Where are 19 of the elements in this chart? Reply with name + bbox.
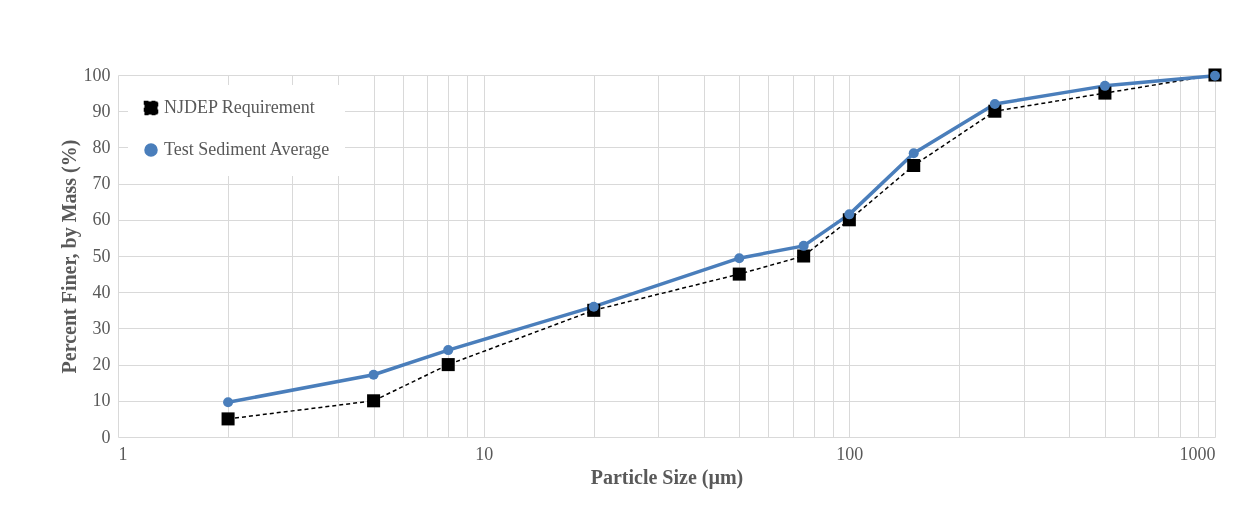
y-tick-label: 50 (92, 245, 111, 266)
x-tick-label: 1 (118, 443, 128, 464)
y-tick-label: 90 (92, 100, 111, 121)
y-tick-label: 10 (92, 390, 111, 411)
x-tick-label: 10 (475, 443, 494, 464)
y-tick-label: 0 (101, 426, 111, 447)
y-tick-label: 30 (92, 317, 111, 338)
x-tick-label: 100 (836, 443, 864, 464)
y-tick-label: 70 (92, 173, 111, 194)
y-tick-label: 40 (92, 281, 111, 302)
y-tick-label: 60 (92, 209, 111, 230)
y-tick-label: 100 (83, 64, 111, 85)
legend-label: NJDEP Requirement (164, 97, 315, 117)
x-tick-label: 1000 (1179, 443, 1216, 464)
legend-label: Test Sediment Average (164, 139, 330, 159)
y-tick-label: 80 (92, 136, 111, 157)
x-axis-title: Particle Size (µm) (590, 465, 744, 489)
y-tick-label: 20 (92, 354, 111, 375)
y-axis-title: Percent Finer, by Mass (%) (57, 139, 81, 374)
